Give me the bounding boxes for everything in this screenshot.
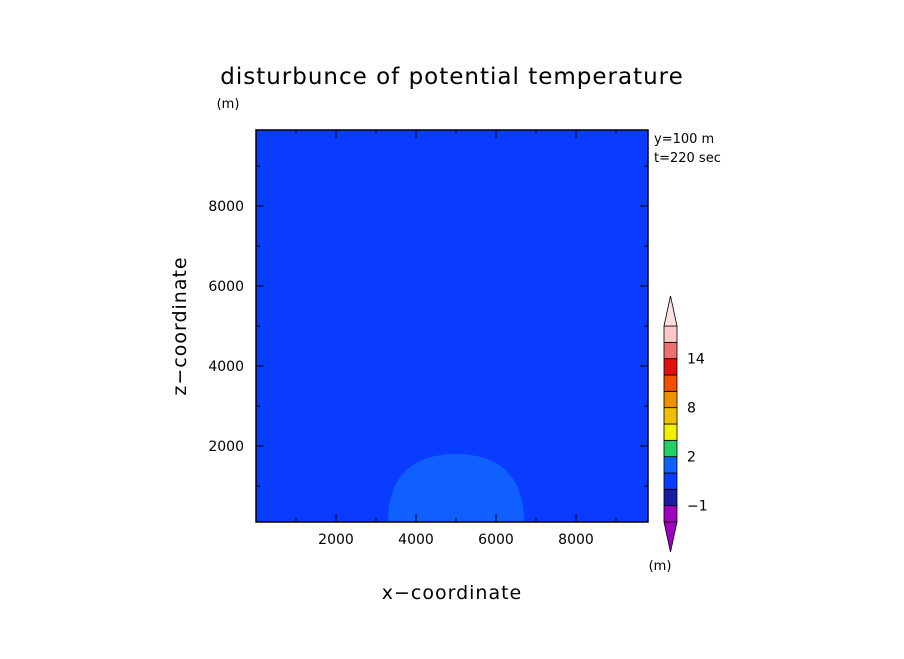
x-tick-label: 2000 [318,532,354,548]
x-tick-label: 6000 [478,532,514,548]
colorbar-segment [663,505,678,523]
annotation-y-slice: y=100 m [654,132,714,147]
warm-bubble-contour [388,454,524,522]
colorbar-segment [663,358,678,376]
colorbar-tick-label: 8 [687,401,696,417]
colorbar [663,295,678,553]
y-axis-label: z−coordinate [169,256,191,395]
y-tick-label: 4000 [208,359,244,375]
y-tick-label: 6000 [208,279,244,295]
colorbar-segment [663,341,678,360]
y-unit-label: (m) [217,97,240,112]
axis-ticks [256,130,648,522]
colorbar-under-arrow [663,521,678,553]
colorbar-segment [663,374,678,392]
chart-title: disturbunce of potential temperature [220,64,684,90]
y-tick-label: 8000 [208,199,244,215]
colorbar-segment [663,325,678,343]
colorbar-tick-label: 2 [687,450,696,466]
colorbar-segment [663,456,678,474]
x-tick-label: 4000 [398,532,434,548]
colorbar-tick-labels: −1 2 8 14 [687,352,708,515]
plot-area [255,129,649,523]
colorbar-over-arrow [663,295,678,327]
colorbar-segment [663,439,678,458]
x-axis-label: x−coordinate [382,582,523,604]
y-tick-labels: 8000 6000 4000 2000 [208,199,244,455]
colorbar-segment [663,488,678,507]
colorbar-tick-label: 14 [687,352,705,368]
colorbar-unit-label: (m) [649,559,672,574]
y-tick-label: 2000 [208,439,244,455]
annotation-time: t=220 sec [654,151,721,166]
colorbar-segment [663,407,678,425]
colorbar-segment [663,423,678,441]
x-tick-label: 8000 [558,532,594,548]
x-tick-labels: 2000 4000 6000 8000 [318,532,594,548]
colorbar-segment [663,390,678,409]
colorbar-segment [663,472,678,490]
colorbar-tick-label: −1 [687,499,708,515]
